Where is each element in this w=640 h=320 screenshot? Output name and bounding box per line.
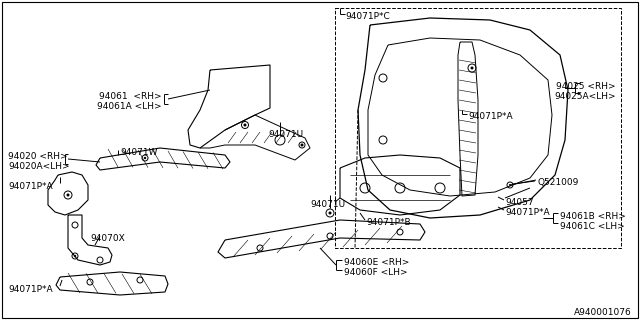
Bar (335, 8, 621, 248)
Circle shape (243, 124, 246, 126)
Text: 94071P*A: 94071P*A (468, 112, 513, 121)
Text: 94061A <LH>: 94061A <LH> (97, 102, 162, 111)
Circle shape (301, 143, 303, 147)
Text: 94071P*A: 94071P*A (8, 285, 52, 294)
Text: 94061C <LH>: 94061C <LH> (560, 222, 625, 231)
Text: 94071P*C: 94071P*C (345, 12, 390, 21)
Text: 94025A<LH>: 94025A<LH> (554, 92, 616, 101)
Text: 94071P*B: 94071P*B (366, 218, 411, 227)
Text: 94071U: 94071U (268, 130, 303, 139)
Text: 94061  <RH>: 94061 <RH> (99, 92, 162, 101)
Circle shape (509, 184, 511, 186)
Text: 94060E <RH>: 94060E <RH> (344, 258, 410, 267)
Text: A940001076: A940001076 (574, 308, 632, 317)
Text: 94020A<LH>: 94020A<LH> (8, 162, 70, 171)
Text: 94020 <RH>: 94020 <RH> (8, 152, 68, 161)
Text: 94071P*A: 94071P*A (8, 182, 52, 191)
Text: 94070X: 94070X (90, 234, 125, 243)
Circle shape (67, 194, 70, 196)
Text: 94057: 94057 (505, 198, 534, 207)
Circle shape (144, 157, 146, 159)
Text: 94060F <LH>: 94060F <LH> (344, 268, 408, 277)
Text: 94071U: 94071U (310, 200, 345, 209)
Circle shape (470, 67, 474, 69)
Text: 94061B <RH>: 94061B <RH> (560, 212, 626, 221)
Text: 94071P*A: 94071P*A (505, 208, 550, 217)
Text: 94025 <RH>: 94025 <RH> (556, 82, 616, 91)
Circle shape (328, 212, 332, 214)
Text: Q521009: Q521009 (537, 178, 579, 187)
Circle shape (74, 255, 76, 257)
Text: 94071W: 94071W (120, 148, 157, 157)
